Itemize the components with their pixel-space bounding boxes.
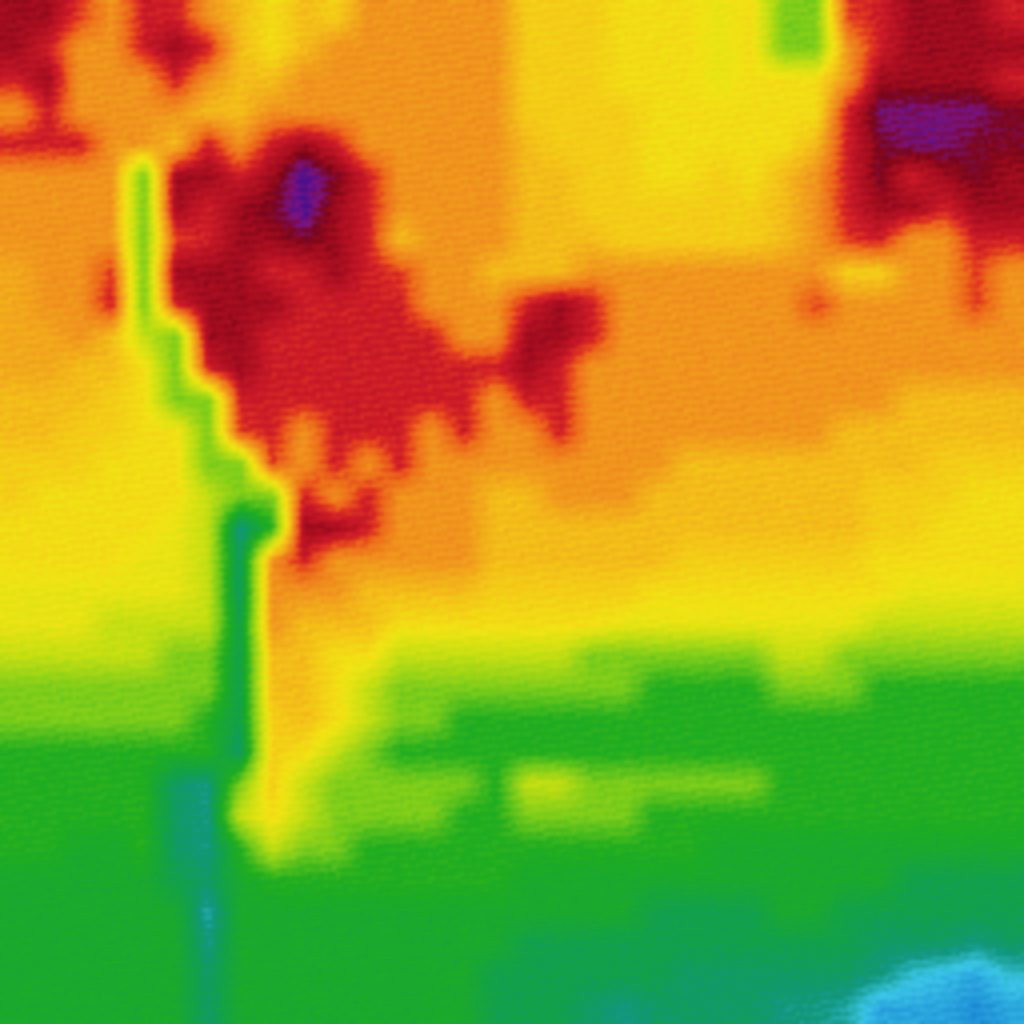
temperature-heatmap	[0, 0, 1024, 1024]
temperature-map-stage	[0, 0, 1024, 1024]
